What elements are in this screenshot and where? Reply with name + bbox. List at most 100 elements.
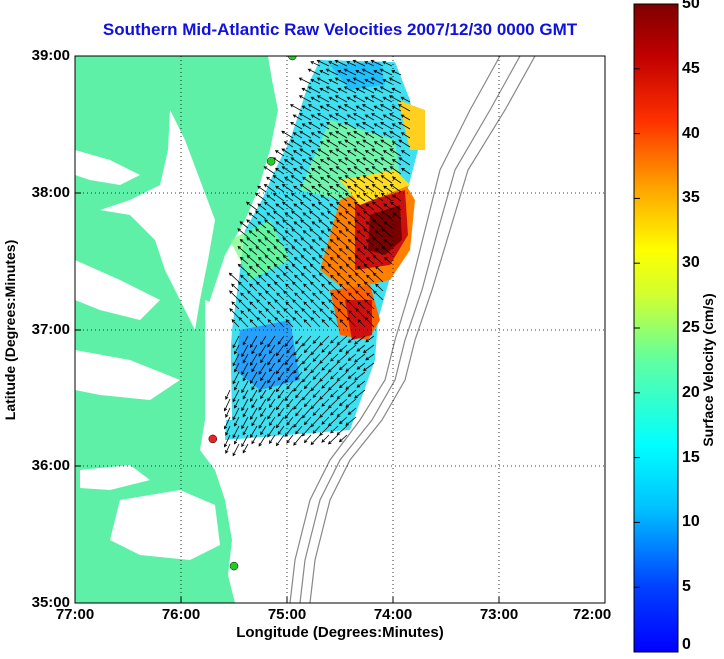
velocity-arrow — [301, 425, 312, 437]
velocity-arrow — [343, 68, 357, 76]
velocity-arrow — [241, 416, 249, 430]
velocity-arrow — [364, 78, 375, 85]
velocity-arrow — [316, 95, 330, 103]
velocity-arrow — [319, 87, 330, 94]
velocity-arrow — [275, 221, 285, 229]
velocity-arrow — [239, 239, 249, 247]
velocity-arrow — [336, 389, 348, 400]
velocity-arrow — [370, 95, 384, 103]
velocity-arrow — [276, 310, 285, 319]
velocity-arrow — [276, 292, 285, 301]
velocity-arrow — [362, 121, 375, 130]
velocity-arrow — [336, 407, 348, 418]
velocity-arrow — [345, 228, 357, 238]
velocity-arrow — [284, 212, 294, 220]
velocity-arrow — [328, 316, 339, 328]
velocity-arrow — [392, 176, 402, 184]
velocity-arrow — [329, 185, 339, 193]
velocity-arrow — [267, 301, 276, 310]
velocity-arrow — [330, 425, 339, 434]
velocity-arrow — [326, 157, 339, 166]
velocity-arrow — [266, 176, 276, 184]
velocity-arrow — [338, 247, 348, 256]
velocity-arrow — [365, 221, 375, 229]
velocity-arrow — [232, 389, 240, 403]
velocity-arrow — [303, 434, 312, 444]
velocity-arrow — [275, 380, 285, 393]
velocity-arrow — [311, 239, 321, 247]
velocity-arrow — [301, 105, 312, 112]
velocity-arrow — [335, 201, 348, 211]
velocity-arrow — [293, 203, 303, 211]
velocity-arrow — [346, 132, 357, 139]
velocity-arrow — [282, 254, 294, 265]
velocity-arrow — [268, 416, 276, 426]
velocity-arrow — [373, 105, 384, 112]
velocity-arrow — [310, 114, 321, 121]
velocity-arrow — [347, 335, 357, 343]
colorbar-tick-label: 20 — [682, 384, 700, 401]
velocity-arrow — [281, 148, 294, 157]
velocity-arrow — [308, 192, 321, 202]
velocity-arrow — [239, 221, 249, 229]
velocity-arrow — [266, 194, 276, 202]
velocity-arrow — [319, 123, 330, 130]
velocity-arrow — [292, 316, 303, 328]
velocity-arrow — [295, 353, 303, 363]
velocity-arrow — [374, 265, 384, 274]
velocity-arrow — [229, 290, 240, 301]
colorbar-tick-label: 40 — [682, 125, 700, 142]
velocity-arrow — [283, 290, 294, 301]
velocity-arrow — [338, 265, 348, 274]
velocity-arrow — [257, 203, 267, 211]
velocity-arrow — [337, 290, 348, 301]
velocity-arrow — [328, 150, 339, 157]
velocity-arrow — [373, 70, 384, 76]
velocity-arrow — [263, 201, 276, 211]
velocity-arrow — [362, 344, 375, 354]
velocity-arrow — [310, 362, 321, 374]
velocity-arrow — [382, 114, 393, 121]
velocity-arrow — [247, 308, 258, 319]
velocity-arrow — [312, 425, 321, 434]
velocity-arrow — [364, 96, 375, 103]
velocity-arrow — [310, 96, 321, 103]
velocity-arrow — [320, 247, 330, 256]
velocity-arrow — [242, 353, 249, 364]
velocity-arrow — [336, 353, 348, 364]
velocity-arrow — [346, 114, 357, 121]
velocity-arrow — [392, 194, 402, 202]
velocity-arrow — [379, 68, 393, 76]
velocity-arrow — [256, 299, 267, 310]
velocity-arrow — [373, 123, 384, 130]
velocity-arrow — [343, 86, 357, 94]
velocity-arrow — [309, 281, 321, 292]
velocity-arrow — [242, 407, 249, 418]
velocity-arrow — [240, 274, 249, 283]
station-marker-alert — [208, 434, 218, 444]
velocity-arrow — [339, 283, 348, 292]
velocity-arrow — [310, 61, 321, 67]
velocity-arrow — [365, 185, 375, 193]
velocity-arrow — [347, 167, 357, 175]
velocity-arrow — [345, 380, 357, 390]
velocity-arrow — [289, 104, 303, 112]
grid-lines — [75, 56, 605, 603]
velocity-arrow — [318, 237, 330, 247]
velocity-arrow — [379, 104, 393, 112]
velocity-arrow — [328, 114, 339, 121]
velocity-arrow — [299, 201, 312, 211]
velocity-arrow — [325, 86, 339, 94]
velocity-arrow — [389, 166, 402, 175]
velocity-arrow — [290, 175, 303, 184]
velocity-arrow — [374, 176, 384, 184]
velocity-arrow — [265, 308, 276, 319]
velocity-arrow — [397, 104, 411, 112]
velocity-arrow — [309, 245, 321, 256]
velocity-arrow — [300, 219, 312, 229]
velocity-arrow — [374, 230, 384, 238]
velocity-arrow — [330, 407, 339, 416]
velocity-arrow — [370, 77, 384, 85]
velocity-arrow — [353, 130, 366, 139]
velocity-arrow — [241, 380, 249, 394]
